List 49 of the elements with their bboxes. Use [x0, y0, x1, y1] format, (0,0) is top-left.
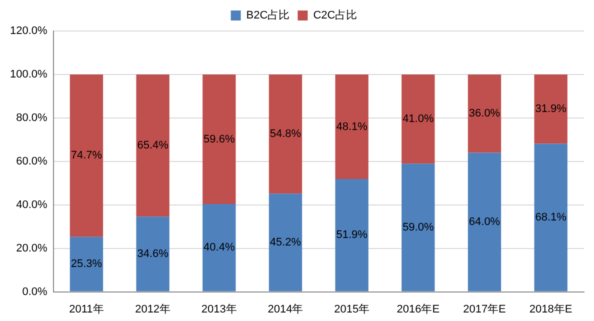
data-label: 59.0% [402, 221, 434, 234]
data-label: 41.0% [402, 113, 434, 126]
y-tick-label: 60.0% [16, 155, 48, 168]
x-tick-label: 2013年 [201, 303, 237, 316]
bar [268, 194, 302, 292]
data-label: 31.9% [535, 103, 567, 116]
x-tick-label: 2015年 [334, 303, 370, 316]
data-label: 34.6% [137, 248, 169, 260]
data-label: 64.0% [468, 216, 500, 228]
data-label: 59.6% [204, 133, 235, 146]
x-tick-label: 2012年 [135, 303, 171, 316]
x-tick-label: 2011年 [69, 303, 104, 316]
bar [402, 74, 435, 164]
bar [202, 74, 236, 204]
legend-label: B2C占比 [246, 8, 290, 22]
data-label: 48.1% [336, 120, 368, 133]
bar [136, 216, 170, 292]
bar [136, 74, 170, 217]
data-label: 40.4% [204, 242, 235, 254]
legend-label: C2C占比 [313, 8, 358, 22]
data-label: 74.7% [70, 150, 102, 162]
data-label: 68.1% [535, 212, 567, 224]
data-label: 51.9% [336, 229, 368, 242]
data-label: 36.0% [468, 108, 500, 120]
bar [534, 144, 568, 292]
y-tick-label: 40.0% [16, 198, 48, 211]
bar [534, 74, 568, 144]
bar [70, 236, 104, 292]
data-label: 25.3% [70, 258, 102, 270]
y-tick-label: 80.0% [16, 112, 48, 124]
x-tick-label: 2018年E [529, 303, 572, 316]
bar [70, 74, 104, 237]
data-label: 45.2% [270, 236, 302, 248]
x-tick-label: 2016年E [396, 303, 440, 316]
bar [402, 164, 435, 292]
bar [202, 204, 236, 292]
x-tick-label: 2017年E [463, 303, 506, 316]
y-tick-label: 0.0% [22, 286, 48, 298]
bar [468, 152, 502, 292]
y-tick-label: 20.0% [16, 242, 48, 254]
bar [468, 74, 502, 153]
bar [335, 179, 368, 292]
y-tick-label: 120.0% [10, 25, 48, 38]
bar [335, 74, 368, 180]
data-label: 54.8% [270, 128, 302, 140]
y-tick-label: 100.0% [10, 68, 48, 80]
bar [268, 74, 302, 194]
data-label: 65.4% [137, 140, 169, 152]
x-tick-label: 2014年 [268, 303, 304, 316]
